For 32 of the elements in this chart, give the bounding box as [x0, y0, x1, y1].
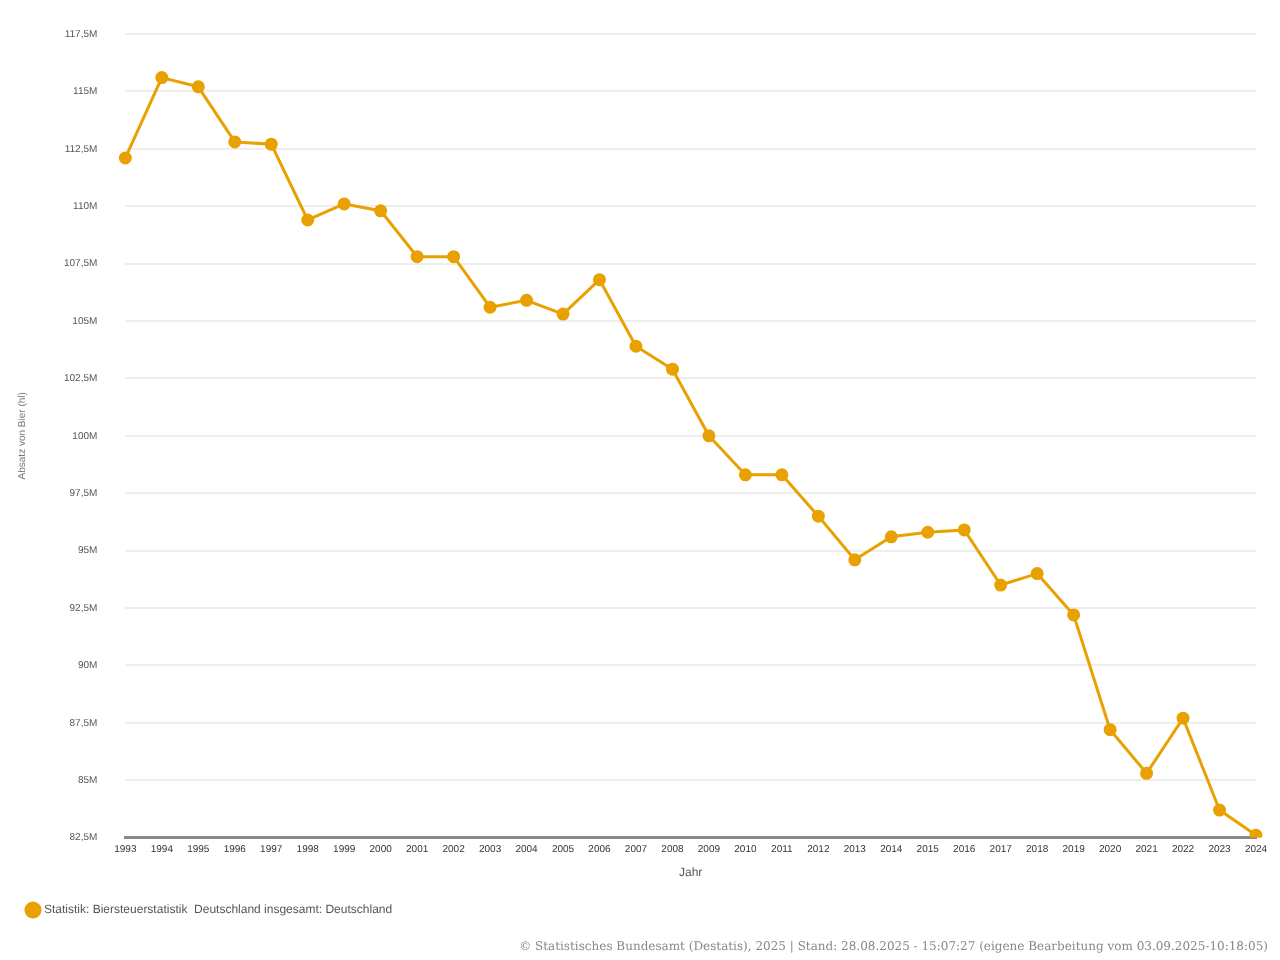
- point: [155, 71, 169, 85]
- point: [556, 307, 570, 321]
- point: [775, 468, 789, 482]
- point: [1249, 828, 1263, 838]
- point: [957, 523, 971, 537]
- point: [665, 362, 679, 376]
- point: [884, 530, 898, 544]
- point: [483, 300, 497, 314]
- point: [921, 525, 935, 539]
- point: [447, 250, 461, 264]
- point: [702, 429, 716, 443]
- point: [811, 509, 825, 523]
- point: [191, 80, 205, 94]
- point: [593, 273, 606, 287]
- point: [118, 151, 132, 165]
- point: [994, 578, 1008, 592]
- point: [1030, 567, 1044, 581]
- point: [228, 135, 242, 149]
- point: [1067, 608, 1081, 622]
- point: [1103, 723, 1117, 737]
- point: [738, 468, 752, 482]
- point: [848, 553, 862, 567]
- point: [374, 204, 388, 218]
- point: [264, 137, 278, 151]
- point: [337, 197, 351, 211]
- point: [1213, 803, 1227, 817]
- point: [629, 339, 643, 353]
- point: [410, 250, 424, 264]
- point: [520, 293, 534, 307]
- point: [1176, 711, 1190, 725]
- point: [1140, 766, 1154, 780]
- point: [301, 213, 315, 227]
